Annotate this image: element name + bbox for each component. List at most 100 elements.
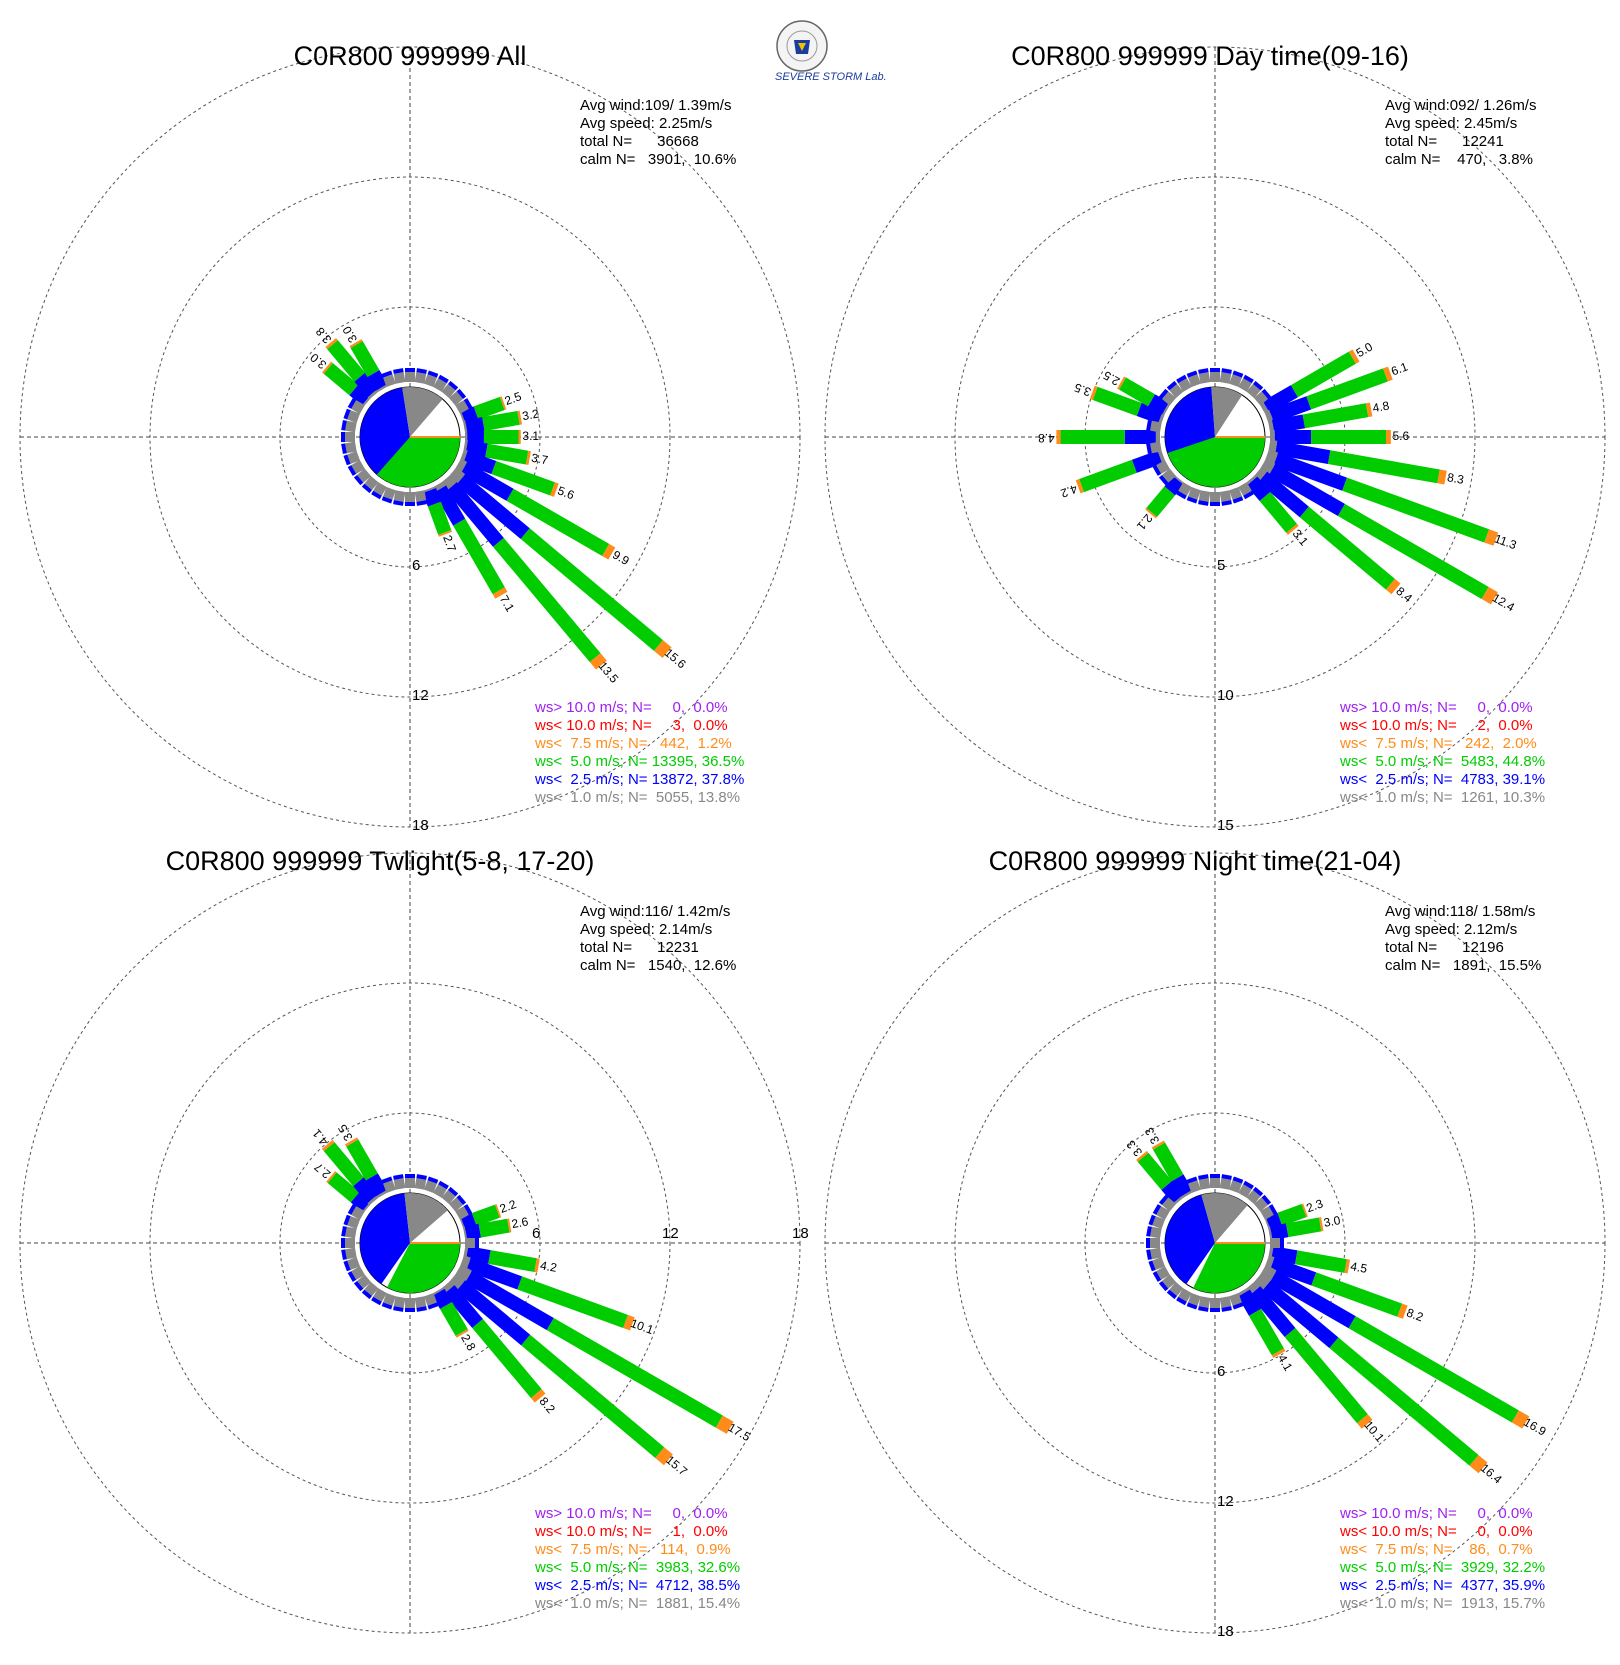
- bar-segment: [1119, 377, 1155, 407]
- legend-entry: ws< 10.0 m/s; N= 1, 0.0%: [534, 1523, 728, 1540]
- bar-segment: [1386, 430, 1391, 444]
- stub-bar: [1229, 486, 1242, 500]
- stub-bar-tip: [1243, 374, 1254, 384]
- stub-bar: [393, 1178, 406, 1190]
- stub-bar: [1210, 1178, 1220, 1188]
- stub-bar: [414, 490, 427, 502]
- stub-bar: [1253, 1197, 1269, 1212]
- stub-bar-tip: [1198, 1174, 1209, 1180]
- pie-wedge-gray: [1201, 1193, 1248, 1243]
- bar-segment: [422, 488, 442, 507]
- bar-segment: [464, 1223, 482, 1241]
- bar-segment: [349, 339, 363, 349]
- ring-label: 5: [1217, 557, 1225, 574]
- stub-bar-tip: [1146, 420, 1152, 431]
- bar-segment: [517, 1276, 628, 1329]
- stub-bar: [1219, 372, 1232, 384]
- bar-segment: [1155, 430, 1160, 444]
- direction-bar: 3.0: [1267, 1213, 1342, 1241]
- bar-value-label: 10.1: [629, 1316, 656, 1337]
- stub-bar: [347, 451, 361, 464]
- bar-segment: [1397, 1303, 1408, 1319]
- stub-bar: [424, 1292, 437, 1306]
- direction-bar: 5.6: [1270, 429, 1410, 444]
- stub-bar-tip: [343, 1260, 351, 1272]
- bar-segment: [439, 1301, 468, 1336]
- direction-bar: 4.8: [1038, 430, 1160, 445]
- stub-bar: [424, 1180, 437, 1194]
- direction-bar: 3.2: [462, 407, 540, 435]
- stub-bar-tip: [1186, 370, 1198, 378]
- stub-bar: [356, 1274, 372, 1289]
- stub-bar: [383, 1180, 396, 1194]
- panel-title: C0R800 999999 Day time(09-16): [1011, 41, 1409, 71]
- stub-bar-tip: [1243, 1180, 1254, 1190]
- stat-line: Avg wind:109/ 1.39m/s: [580, 97, 731, 114]
- stub-bar-tip: [416, 1174, 427, 1180]
- stub-bar-tip: [1186, 1176, 1198, 1184]
- bar-segment: [715, 1415, 734, 1434]
- stub-bar: [1178, 482, 1192, 496]
- bar-segment: [492, 587, 508, 599]
- bar-value-label: 3.7: [530, 451, 549, 468]
- stub-bar-tip: [1252, 1186, 1264, 1197]
- stub-bar: [1219, 1296, 1232, 1308]
- stub-bar-tip: [416, 500, 427, 506]
- direction-bar: 2.3: [1264, 1196, 1325, 1231]
- bar-segment: [520, 528, 663, 651]
- legend-entry: ws< 2.5 m/s; N= 4377, 35.9%: [1339, 1577, 1545, 1594]
- bar-segment: [1383, 366, 1393, 382]
- bar-value-label: 4.8: [1371, 399, 1390, 416]
- direction-bar: 3.7: [462, 439, 549, 468]
- stub-bar: [405, 1298, 415, 1308]
- bar-segment: [521, 1334, 665, 1458]
- bar-segment: [494, 1204, 502, 1218]
- ring-label: 15: [1217, 817, 1234, 834]
- stub-bar-tip: [1221, 1306, 1232, 1312]
- stub-bar-tip: [1232, 1176, 1244, 1184]
- direction-bar: 8.2: [1264, 1255, 1425, 1324]
- bar-segment: [375, 1189, 389, 1199]
- direction-bar: 16.4: [1252, 1272, 1505, 1487]
- stat-line: Avg speed: 2.45m/s: [1385, 115, 1517, 132]
- legend-entry: ws> 10.0 m/s; N= 0, 0.0%: [1339, 699, 1533, 716]
- bar-segment: [465, 417, 485, 434]
- bar-value-label: 2.3: [1304, 1196, 1325, 1215]
- stub-bar-tip: [1210, 502, 1220, 506]
- stub-bar-tip: [1158, 1280, 1169, 1292]
- stub-bar: [1246, 1189, 1261, 1205]
- stub-bar: [1152, 1257, 1166, 1270]
- bar-value-label: 11.3: [1493, 531, 1519, 552]
- severe-storm-lab-logo: SEVERE STORM Lab.: [775, 20, 887, 83]
- stub-bar-tip: [1146, 1226, 1152, 1237]
- stub-bar-tip: [1232, 370, 1244, 378]
- bar-value-label: 8.2: [1405, 1305, 1426, 1324]
- legend-entry: ws< 2.5 m/s; N= 13872, 37.8%: [534, 771, 744, 788]
- bar-segment: [1248, 1308, 1284, 1356]
- stub-bar-tip: [438, 1180, 449, 1190]
- bar-segment: [325, 338, 338, 350]
- bar-segment: [1318, 1217, 1324, 1232]
- bar-segment: [354, 372, 379, 398]
- bar-segment: [1151, 1140, 1166, 1150]
- logo-text: SEVERE STORM Lab.: [775, 71, 887, 83]
- bar-segment: [1286, 523, 1299, 535]
- stub-bar: [1161, 1197, 1177, 1212]
- bar-segment: [1311, 430, 1387, 444]
- stub-bar: [345, 1247, 357, 1260]
- bar-segment: [1269, 1257, 1317, 1286]
- stub-bar-tip: [463, 398, 473, 409]
- bar-value-label: 5.6: [1393, 429, 1410, 443]
- stub-bar-tip: [341, 1226, 347, 1237]
- pie-wedge-gray: [404, 1193, 448, 1243]
- stub-bar-tip: [1268, 1204, 1278, 1215]
- bar-segment: [471, 1204, 500, 1227]
- stub-bar: [1178, 1288, 1192, 1302]
- bar-segment: [517, 410, 523, 425]
- bar-segment: [1271, 1348, 1286, 1358]
- ring-label: 6: [1217, 1363, 1225, 1380]
- stub-bar-tip: [1252, 380, 1264, 391]
- stub-bar: [393, 490, 406, 502]
- bar-segment: [456, 1280, 531, 1346]
- stub-bar: [1152, 1216, 1166, 1229]
